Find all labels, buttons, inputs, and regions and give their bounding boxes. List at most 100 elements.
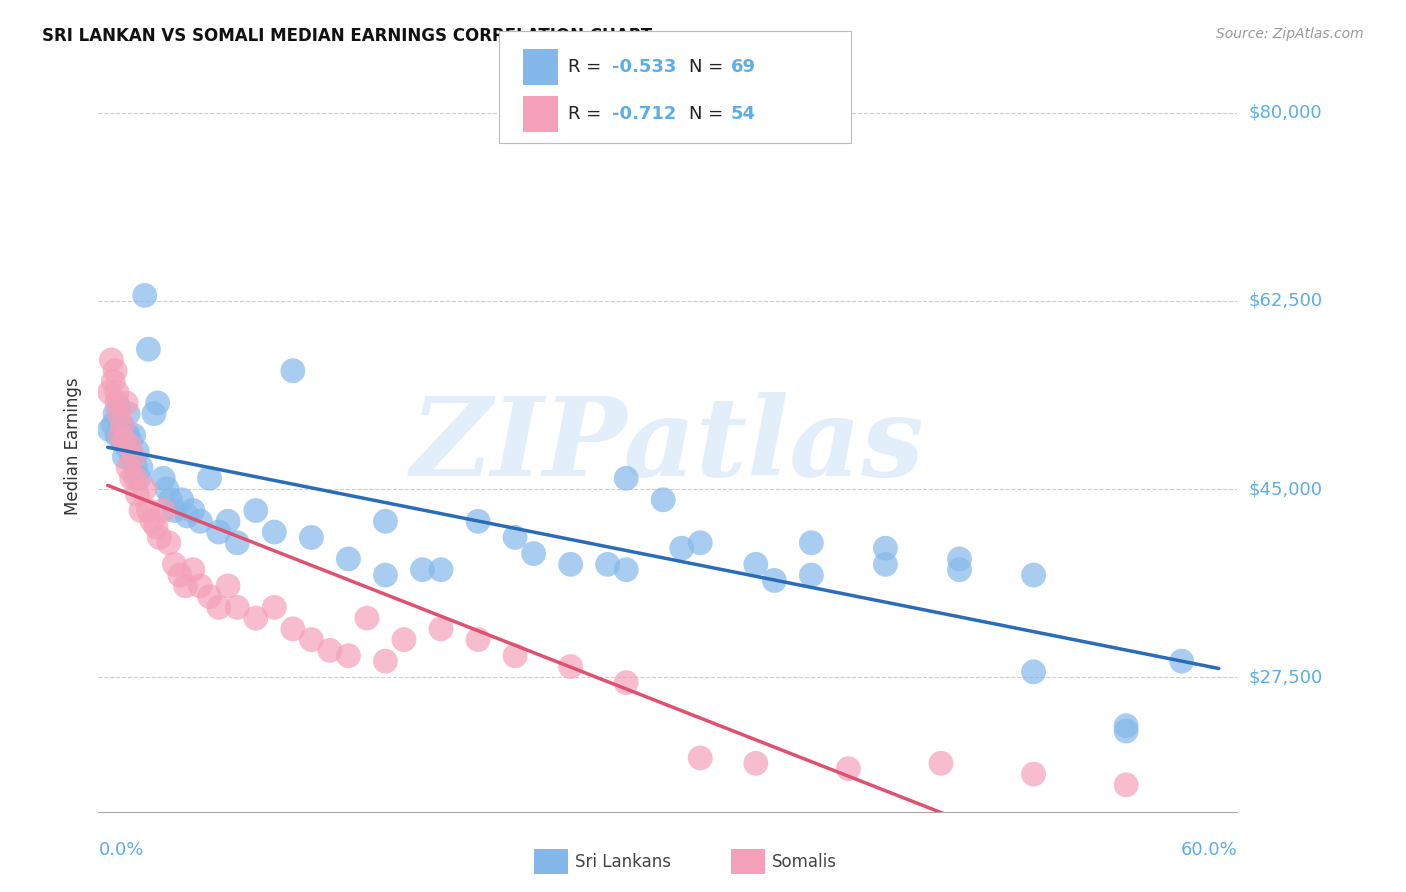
Somalis <box>689 751 711 765</box>
Somalis <box>121 471 143 485</box>
Somalis <box>169 568 191 582</box>
Somalis <box>745 756 768 771</box>
Sri Lankans <box>875 541 897 556</box>
Somalis <box>374 654 396 668</box>
Somalis <box>145 519 167 533</box>
Sri Lankans <box>138 342 160 356</box>
Somalis <box>929 756 952 771</box>
Text: 0.0%: 0.0% <box>98 841 143 859</box>
Text: -0.712: -0.712 <box>612 105 676 123</box>
Somalis <box>163 558 186 572</box>
Sri Lankans <box>1115 724 1137 739</box>
Sri Lankans <box>152 471 174 485</box>
Somalis <box>467 632 489 647</box>
Somalis <box>110 428 132 442</box>
Somalis <box>127 487 149 501</box>
Sri Lankans <box>134 288 156 302</box>
Somalis <box>245 611 267 625</box>
Somalis <box>122 450 145 464</box>
Sri Lankans <box>217 514 239 528</box>
Text: ZIPatlas: ZIPatlas <box>411 392 925 500</box>
Text: 69: 69 <box>731 58 756 76</box>
Sri Lankans <box>614 563 637 577</box>
Sri Lankans <box>111 423 134 437</box>
Text: 54: 54 <box>731 105 756 123</box>
Somalis <box>107 407 129 421</box>
Sri Lankans <box>104 407 127 421</box>
Sri Lankans <box>800 568 823 582</box>
Sri Lankans <box>948 563 970 577</box>
Sri Lankans <box>115 439 138 453</box>
Somalis <box>157 536 180 550</box>
Text: Sri Lankans: Sri Lankans <box>575 853 671 871</box>
Sri Lankans <box>128 471 150 485</box>
Sri Lankans <box>122 428 145 442</box>
Somalis <box>112 434 135 448</box>
Somalis <box>1022 767 1045 781</box>
Text: $80,000: $80,000 <box>1249 103 1322 121</box>
Somalis <box>356 611 378 625</box>
Sri Lankans <box>503 530 526 544</box>
Sri Lankans <box>198 471 221 485</box>
Sri Lankans <box>374 568 396 582</box>
Somalis <box>152 503 174 517</box>
Somalis <box>560 659 582 673</box>
Sri Lankans <box>118 434 141 448</box>
Sri Lankans <box>156 482 179 496</box>
Somalis <box>117 460 139 475</box>
Somalis <box>281 622 304 636</box>
Sri Lankans <box>299 530 322 544</box>
Somalis <box>124 471 146 485</box>
Sri Lankans <box>208 524 231 539</box>
Somalis <box>263 600 285 615</box>
Sri Lankans <box>800 536 823 550</box>
Sri Lankans <box>763 574 786 588</box>
Sri Lankans <box>1170 654 1192 668</box>
Somalis <box>129 503 152 517</box>
Sri Lankans <box>1022 665 1045 679</box>
Text: $27,500: $27,500 <box>1249 668 1323 686</box>
Sri Lankans <box>121 450 143 464</box>
Sri Lankans <box>170 492 193 507</box>
Somalis <box>174 579 197 593</box>
Sri Lankans <box>560 558 582 572</box>
Somalis <box>181 563 204 577</box>
Somalis <box>103 375 125 389</box>
Text: -0.533: -0.533 <box>612 58 676 76</box>
Somalis <box>319 643 342 657</box>
Text: Somalis: Somalis <box>772 853 837 871</box>
Text: 60.0%: 60.0% <box>1181 841 1237 859</box>
Somalis <box>134 482 156 496</box>
Sri Lankans <box>263 524 285 539</box>
Sri Lankans <box>111 434 134 448</box>
Somalis <box>392 632 415 647</box>
Sri Lankans <box>112 450 135 464</box>
Sri Lankans <box>430 563 453 577</box>
Somalis <box>837 762 859 776</box>
Sri Lankans <box>689 536 711 550</box>
Somalis <box>198 590 221 604</box>
Sri Lankans <box>117 407 139 421</box>
Somalis <box>111 417 134 432</box>
Somalis <box>503 648 526 663</box>
Somalis <box>430 622 453 636</box>
Somalis <box>138 503 160 517</box>
Somalis <box>208 600 231 615</box>
Sri Lankans <box>146 396 169 410</box>
Somalis <box>105 396 128 410</box>
Somalis <box>1115 778 1137 792</box>
Text: N =: N = <box>689 58 728 76</box>
Text: $62,500: $62,500 <box>1249 292 1323 310</box>
Text: $45,000: $45,000 <box>1249 480 1323 498</box>
Sri Lankans <box>188 514 211 528</box>
Sri Lankans <box>467 514 489 528</box>
Somalis <box>98 385 121 400</box>
Sri Lankans <box>523 547 546 561</box>
Sri Lankans <box>163 503 186 517</box>
Somalis <box>299 632 322 647</box>
Sri Lankans <box>226 536 249 550</box>
Y-axis label: Median Earnings: Median Earnings <box>65 377 83 515</box>
Sri Lankans <box>671 541 693 556</box>
Sri Lankans <box>245 503 267 517</box>
Somalis <box>226 600 249 615</box>
